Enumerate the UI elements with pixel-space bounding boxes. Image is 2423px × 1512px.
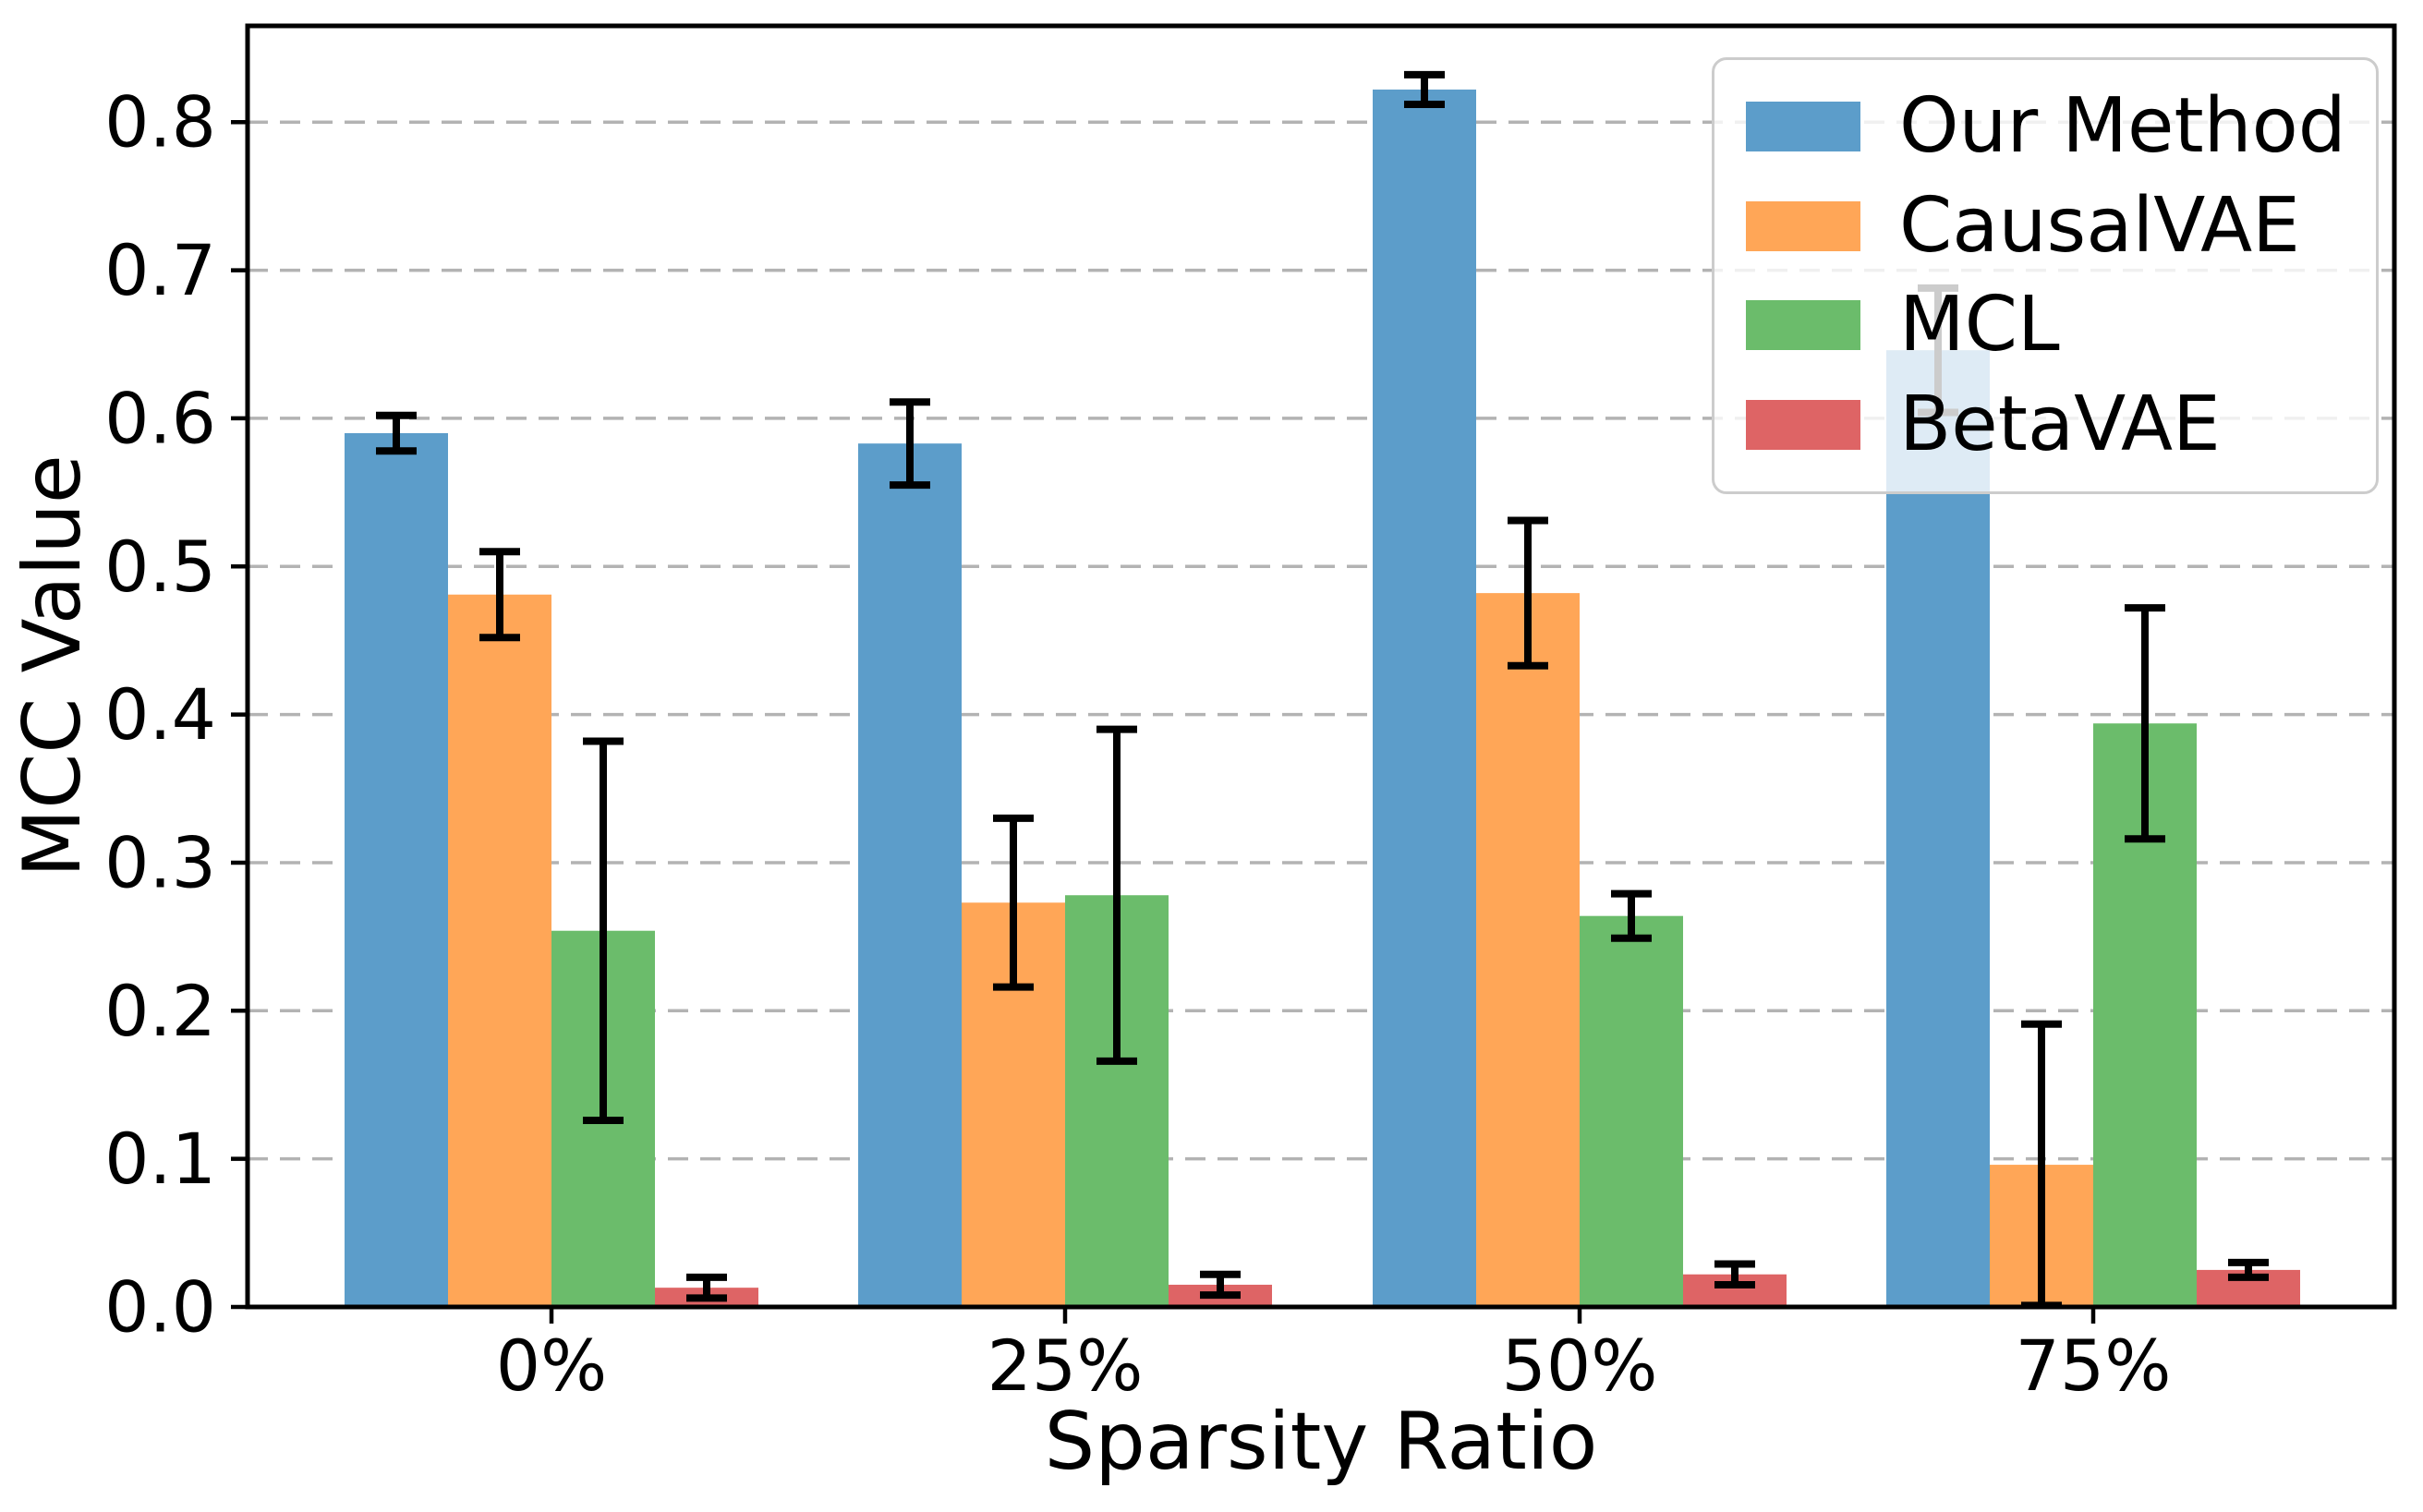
y-axis-title: MCC Value — [6, 454, 99, 877]
legend-label: Our Method — [1899, 81, 2346, 170]
x-tick-label: 50% — [1502, 1325, 1658, 1407]
x-tick-label: 25% — [987, 1325, 1144, 1407]
y-tick-label: 0.2 — [104, 970, 216, 1052]
y-tick-label: 0.0 — [104, 1266, 216, 1349]
y-tick-label: 0.7 — [104, 229, 216, 311]
legend-item-causalvae: CausalVAE — [1746, 181, 2344, 270]
y-tick-label: 0.8 — [104, 81, 216, 163]
bar-our-method-75% — [1886, 350, 1990, 1307]
plot-border — [245, 23, 2397, 1310]
legend-swatch — [1746, 200, 1860, 251]
bar-our-method-0% — [345, 432, 448, 1308]
legend-swatch — [1746, 101, 1860, 151]
y-tick-label: 0.4 — [104, 673, 216, 756]
legend-label: MCL — [1899, 281, 2060, 369]
legend-item-our-method: Our Method — [1746, 81, 2346, 170]
legend-item-betavae: BetaVAE — [1746, 387, 2344, 463]
bar-mcl-50% — [1580, 915, 1683, 1307]
legend: Our Method CausalVAE MCL BetaVAE — [1712, 57, 2379, 494]
bar-our-method-25% — [858, 443, 962, 1307]
bar-our-method-50% — [1373, 89, 1476, 1308]
legend-label: BetaVAE — [1899, 381, 2221, 469]
y-tick-label: 0.3 — [104, 821, 216, 903]
y-tick-label: 0.6 — [104, 377, 216, 459]
legend-swatch — [1746, 300, 1860, 351]
legend-label: CausalVAE — [1899, 181, 2300, 270]
legend-swatch — [1746, 400, 1860, 451]
x-tick-label: 75% — [2016, 1325, 2172, 1407]
y-tick-label: 0.5 — [104, 526, 216, 608]
legend-item-mcl: MCL — [1746, 287, 2344, 363]
bar-causalvae-0% — [448, 594, 551, 1307]
bar-causalvae-50% — [1476, 593, 1580, 1307]
y-tick-label: 0.1 — [104, 1118, 216, 1200]
x-axis-title: Sparsity Ratio — [1044, 1396, 1598, 1488]
x-tick-label: 0% — [496, 1325, 608, 1407]
